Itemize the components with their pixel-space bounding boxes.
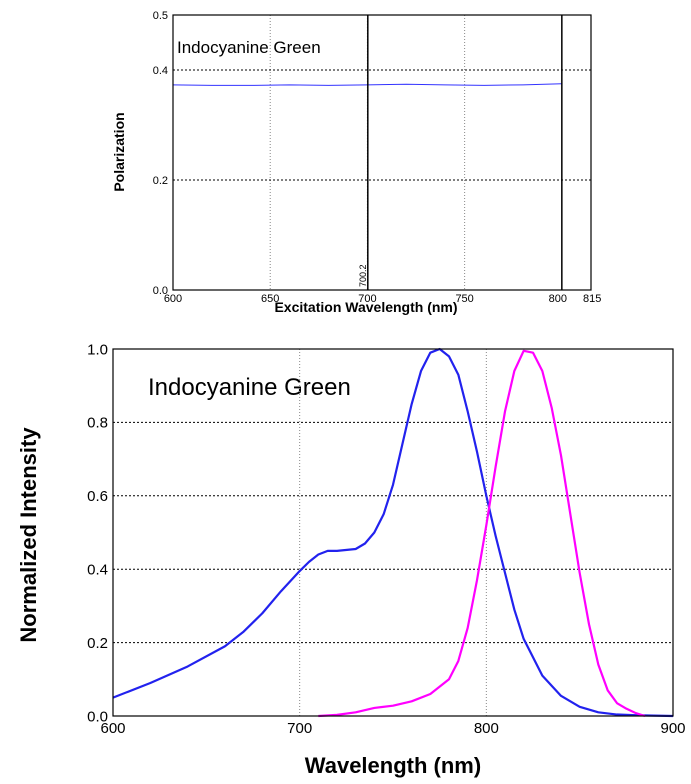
bottom-chart-x-tick-label: 800	[474, 720, 499, 737]
bottom-chart-series-line-0	[112, 347, 674, 718]
top-chart-frame	[172, 14, 592, 291]
top-chart-y-tick-label: 0.5	[153, 10, 168, 22]
top-chart-x-tick-label: 750	[455, 293, 473, 305]
top-chart-x-tick-label: 600	[164, 293, 182, 305]
bottom-chart-y-tick-label: 1.0	[87, 341, 108, 358]
bottom-chart-y-tick-label: 0.4	[87, 561, 108, 578]
bottom-chart-y-tick-label: 0.0	[87, 708, 108, 725]
top-chart-x-axis-title: Excitation Wavelength (nm)	[274, 299, 457, 315]
top-chart-y-axis-title: Polarization	[111, 112, 127, 191]
bottom-chart-x-tick-label: 700	[287, 720, 312, 737]
bottom-chart-x-tick-label: 900	[660, 720, 685, 737]
top-chart-x-tick-label: 650	[261, 293, 279, 305]
bottom-chart-y-tick-label: 0.2	[87, 635, 108, 652]
bottom-chart-plot: 600 700 800 900 0.0 0.2 0.4 0.6 0.8 1.0	[87, 341, 685, 737]
top-chart-y-tick-label: 0.0	[153, 285, 168, 297]
bottom-chart-series-line-1	[318, 349, 646, 718]
bottom-chart-y-tick-label: 0.6	[87, 488, 108, 505]
top-chart-y-tick-label: 0.4	[153, 65, 168, 77]
bottom-chart-title: Indocyanine Green	[148, 374, 351, 401]
bottom-chart-frame	[112, 348, 674, 717]
bottom-chart-x-tick-label: 600	[100, 720, 125, 737]
bottom-chart-y-axis-title: Normalized Intensity	[16, 427, 41, 643]
top-chart-marker-label: 700.2	[358, 264, 368, 287]
top-chart-title: Indocyanine Green	[177, 38, 321, 57]
bottom-chart-y-tick-label: 0.8	[87, 415, 108, 432]
top-chart-x-tick-label: 700	[358, 293, 376, 305]
top-chart-x-tick-label: 800	[549, 293, 567, 305]
top-chart-y-tick-label: 0.2	[153, 175, 168, 187]
bottom-chart-x-axis-title: Wavelength (nm)	[305, 753, 481, 778]
top-chart-x-tick-label: 815	[583, 293, 601, 305]
top-chart-plot: 700.2 600 650 700 750 800 815 0.0 0.2 0.4 0.5	[153, 10, 602, 305]
